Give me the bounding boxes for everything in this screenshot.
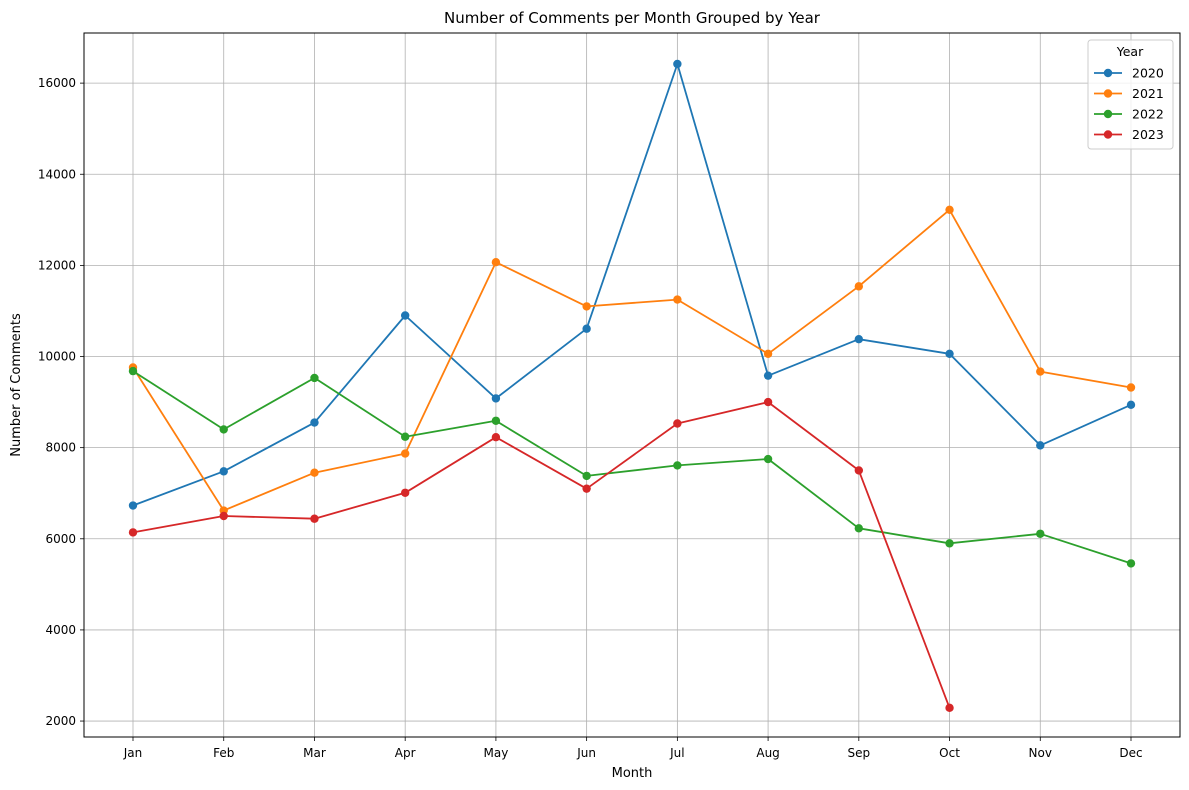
data-point bbox=[1126, 400, 1136, 410]
series-2023 bbox=[128, 397, 954, 713]
y-tick-label: 8000 bbox=[45, 441, 76, 455]
data-point bbox=[582, 484, 591, 493]
legend-marker bbox=[1103, 109, 1113, 119]
y-tick-label: 16000 bbox=[38, 76, 76, 90]
data-point bbox=[491, 416, 501, 425]
y-tick-label: 10000 bbox=[38, 350, 76, 364]
data-point bbox=[219, 467, 228, 476]
x-tick-label: Jun bbox=[576, 746, 596, 760]
data-point bbox=[491, 257, 501, 267]
data-point bbox=[400, 311, 410, 320]
data-point bbox=[400, 449, 410, 458]
series-line-2021 bbox=[132, 208, 1132, 512]
series-layer bbox=[128, 59, 1136, 713]
data-point bbox=[854, 282, 864, 291]
y-tick-label: 4000 bbox=[45, 623, 76, 637]
data-point bbox=[945, 703, 954, 713]
data-point bbox=[854, 466, 864, 475]
legend-marker bbox=[1103, 68, 1113, 78]
data-point bbox=[1036, 367, 1045, 376]
plot-frame bbox=[83, 32, 1181, 738]
legend-entry: 2021 bbox=[1094, 86, 1164, 101]
x-tick-label: Aug bbox=[756, 746, 779, 760]
y-axis-label: Number of Comments bbox=[9, 313, 24, 457]
data-point bbox=[582, 324, 591, 333]
series-line-2023 bbox=[132, 401, 951, 709]
legend-label: 2022 bbox=[1132, 107, 1164, 122]
legend-marker bbox=[1103, 130, 1113, 139]
legend-box bbox=[1087, 39, 1174, 150]
grid bbox=[84, 33, 1180, 737]
data-point bbox=[763, 454, 773, 464]
legend-label: 2023 bbox=[1132, 127, 1164, 142]
series-line-2020 bbox=[132, 63, 1132, 507]
data-point bbox=[673, 59, 682, 69]
x-tick-label: Sep bbox=[848, 746, 871, 760]
y-tick-label: 12000 bbox=[38, 258, 76, 272]
x-axis-label: Month bbox=[612, 766, 653, 781]
series-line-2022 bbox=[132, 370, 1132, 565]
chart-title: Number of Comments per Month Grouped by … bbox=[444, 9, 821, 27]
y-tick-label: 6000 bbox=[45, 532, 76, 546]
data-point bbox=[491, 432, 501, 442]
x-ticks: Jan Feb Mar Apr May Jun Jul Aug Sep Oct Nov Dec bbox=[123, 737, 1143, 760]
legend-entry: 2020 bbox=[1094, 66, 1164, 81]
x-tick-label: Mar bbox=[303, 746, 326, 760]
x-tick-label: May bbox=[484, 746, 509, 760]
data-point bbox=[945, 349, 954, 358]
legend-entry: 2023 bbox=[1094, 127, 1164, 142]
data-point bbox=[310, 514, 319, 523]
data-point bbox=[854, 524, 864, 533]
legend-label: 2020 bbox=[1132, 66, 1164, 81]
data-point bbox=[400, 488, 410, 497]
data-point bbox=[128, 501, 138, 510]
legend-entry: 2022 bbox=[1094, 107, 1164, 122]
y-ticks: 2000 4000 6000 8000 10000 12000 14000 16000 bbox=[38, 76, 84, 728]
data-point bbox=[763, 349, 773, 358]
series-2022 bbox=[128, 366, 1136, 568]
data-point bbox=[128, 366, 138, 376]
x-tick-label: Nov bbox=[1029, 746, 1052, 760]
data-point bbox=[673, 419, 682, 428]
data-point bbox=[491, 394, 501, 403]
data-point bbox=[763, 371, 773, 380]
data-point bbox=[128, 528, 138, 537]
data-point bbox=[945, 205, 954, 214]
x-tick-label: Jan bbox=[123, 746, 143, 760]
legend: Year 2020 2021 2022 2023 bbox=[1087, 39, 1174, 150]
data-point bbox=[310, 468, 319, 477]
legend-marker bbox=[1103, 89, 1113, 98]
data-point bbox=[219, 425, 228, 434]
data-point bbox=[1036, 529, 1045, 538]
data-point bbox=[310, 373, 319, 383]
legend-entries: 2020 2021 2022 2023 bbox=[1094, 66, 1164, 142]
data-point bbox=[945, 539, 954, 548]
x-tick-label: Dec bbox=[1119, 746, 1142, 760]
data-point bbox=[1126, 559, 1136, 568]
data-point bbox=[582, 302, 591, 311]
data-point bbox=[673, 461, 682, 470]
data-point bbox=[400, 432, 410, 441]
y-tick-label: 2000 bbox=[45, 714, 76, 728]
y-tick-label: 14000 bbox=[38, 167, 76, 181]
x-tick-label: Jul bbox=[669, 746, 684, 760]
data-point bbox=[1126, 383, 1136, 392]
series-2020 bbox=[128, 59, 1136, 510]
x-tick-label: Apr bbox=[395, 746, 416, 760]
data-point bbox=[763, 397, 773, 407]
legend-title: Year bbox=[1116, 44, 1144, 59]
data-point bbox=[673, 295, 682, 304]
data-point bbox=[219, 511, 228, 521]
legend-label: 2021 bbox=[1132, 86, 1164, 101]
x-tick-label: Feb bbox=[213, 746, 234, 760]
data-point bbox=[310, 418, 319, 427]
data-point bbox=[1036, 441, 1045, 450]
x-tick-label: Oct bbox=[939, 746, 960, 760]
data-point bbox=[854, 335, 864, 344]
data-point bbox=[582, 471, 591, 481]
